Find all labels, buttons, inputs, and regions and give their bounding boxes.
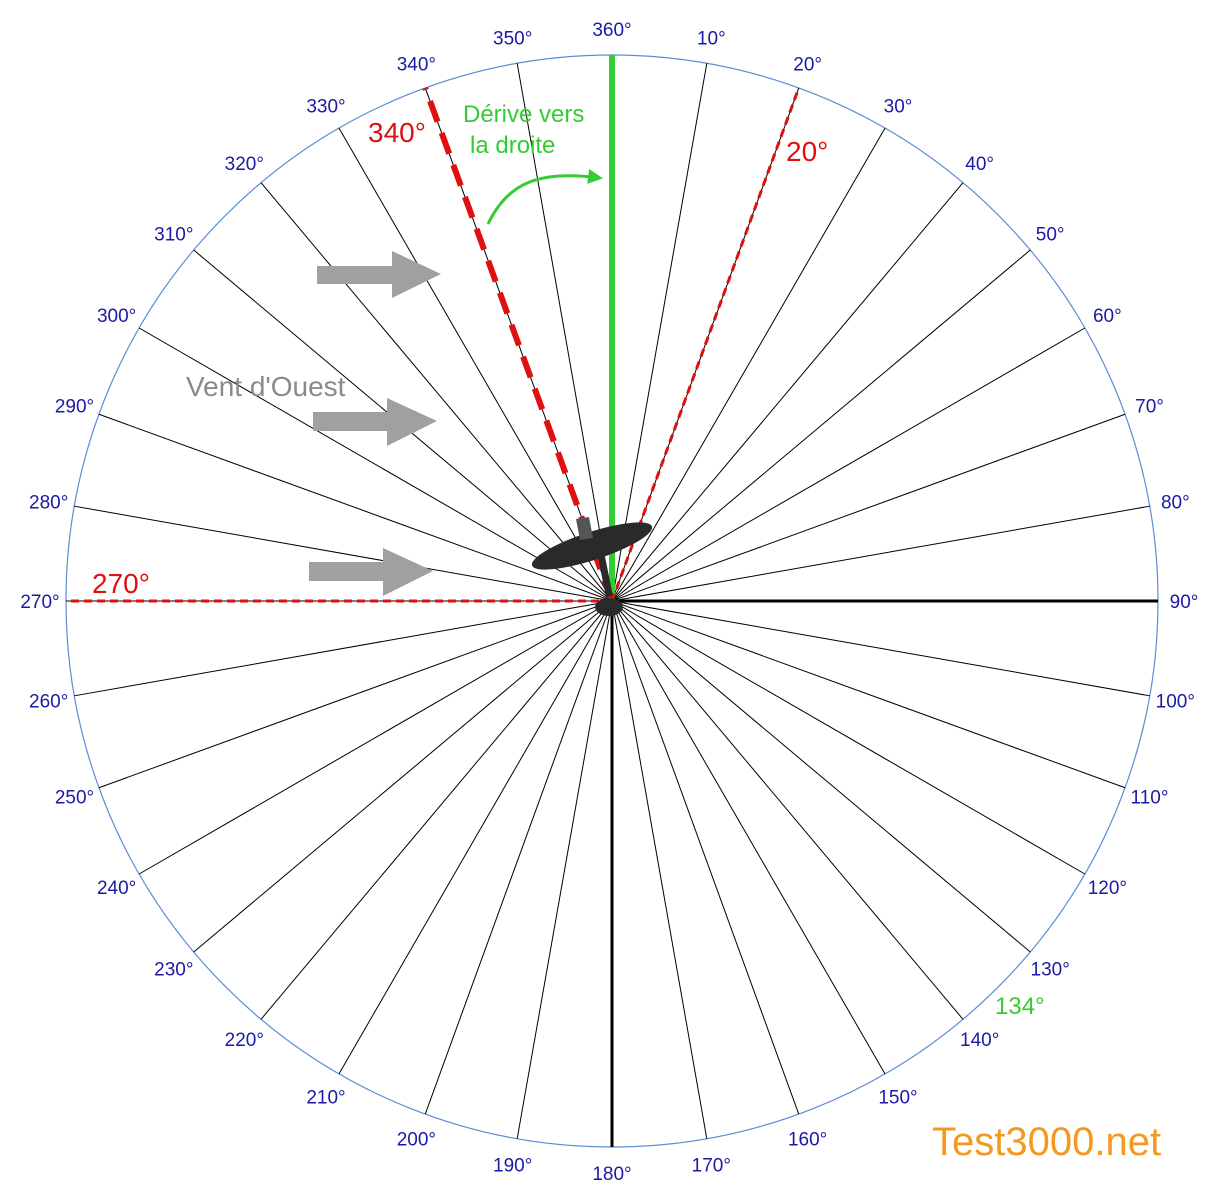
annotation-134: 134° (995, 993, 1045, 1020)
brand-watermark: Test3000.net (932, 1120, 1162, 1164)
spoke-120 (611, 600, 1086, 875)
spoke-10 (611, 63, 708, 602)
heading-label-270: 270° (92, 568, 150, 599)
tick-label-240: 240° (97, 878, 136, 899)
tick-label-250: 250° (55, 788, 94, 809)
spoke-40 (611, 182, 964, 602)
tick-label-310: 310° (154, 224, 193, 245)
spoke-150 (611, 600, 886, 1075)
tick-label-260: 260° (29, 691, 68, 712)
spoke-260 (74, 600, 613, 697)
tick-label-140: 140° (960, 1030, 999, 1051)
wind-arrow (309, 548, 433, 596)
wind-arrows (309, 251, 441, 596)
tick-label-200: 200° (397, 1130, 436, 1151)
tick-label-300: 300° (97, 306, 136, 327)
tick-label-330: 330° (306, 97, 345, 118)
tick-label-170: 170° (692, 1155, 731, 1176)
drift-arrow (486, 168, 603, 225)
tick-label-50: 50° (1036, 224, 1065, 245)
spoke-60 (611, 327, 1086, 602)
spoke-200 (424, 600, 613, 1115)
compass-spokes (66, 55, 1158, 1147)
spoke-300 (138, 327, 613, 602)
tick-label-10: 10° (697, 29, 726, 50)
wind-label: Vent d'Ouest (186, 371, 346, 402)
drift-label-line1: Dérive vers (463, 101, 584, 128)
spoke-290 (98, 413, 613, 602)
tick-label-120: 120° (1088, 878, 1127, 899)
heading-dashed-lines (66, 86, 801, 603)
tick-label-220: 220° (225, 1030, 264, 1051)
tick-label-350: 350° (493, 29, 532, 50)
spoke-230 (193, 600, 613, 953)
spoke-80 (611, 505, 1150, 602)
tick-label-210: 210° (306, 1087, 345, 1108)
spoke-220 (260, 600, 613, 1020)
spoke-130 (611, 600, 1031, 953)
heading-dashed-340 (422, 86, 615, 603)
wind-arrow (313, 398, 437, 446)
spoke-250 (98, 600, 613, 789)
tick-label-20: 20° (793, 54, 822, 75)
heading-label-20: 20° (786, 136, 828, 167)
tick-label-40: 40° (965, 154, 994, 175)
heading-dashed-20 (610, 87, 801, 602)
drift-label-line2: la droite (470, 132, 555, 159)
tick-label-130: 130° (1031, 960, 1070, 981)
spoke-350 (516, 63, 613, 602)
tick-label-360: 360° (592, 20, 631, 41)
spoke-30 (611, 127, 886, 602)
tick-label-100: 100° (1156, 691, 1195, 712)
tick-label-30: 30° (884, 97, 913, 118)
wind-arrow (317, 251, 441, 298)
tick-label-230: 230° (154, 960, 193, 981)
tick-label-270: 270° (20, 592, 59, 613)
spoke-110 (611, 600, 1126, 789)
tick-label-290: 290° (55, 396, 94, 417)
spoke-330 (338, 127, 613, 602)
spoke-160 (611, 600, 800, 1115)
spoke-240 (138, 600, 613, 875)
tick-label-160: 160° (788, 1130, 827, 1151)
spoke-280 (74, 505, 613, 602)
spoke-320 (260, 182, 613, 602)
tick-label-80: 80° (1161, 493, 1190, 514)
tick-label-110: 110° (1131, 788, 1169, 809)
spoke-50 (611, 249, 1031, 602)
spoke-210 (338, 600, 613, 1075)
tick-label-90: 90° (1170, 592, 1199, 613)
tick-label-70: 70° (1135, 396, 1164, 417)
airplane-icon (531, 517, 653, 616)
spoke-170 (611, 600, 708, 1139)
spoke-100 (611, 600, 1150, 697)
tick-label-150: 150° (878, 1087, 917, 1108)
compass-tick-labels: 360° 10° 20° 30° 40° 50° 60° 70° 80° 90° 100° 110° 1… (20, 20, 1198, 1185)
spoke-140 (611, 600, 964, 1020)
tick-label-280: 280° (29, 493, 68, 514)
spoke-70 (611, 413, 1126, 602)
tick-label-180: 180° (592, 1164, 631, 1185)
tick-label-340: 340° (397, 54, 436, 75)
spoke-190 (516, 600, 613, 1139)
tick-label-320: 320° (225, 154, 264, 175)
heading-label-340: 340° (368, 117, 426, 148)
tick-label-190: 190° (493, 1155, 532, 1176)
tick-label-60: 60° (1093, 306, 1122, 327)
